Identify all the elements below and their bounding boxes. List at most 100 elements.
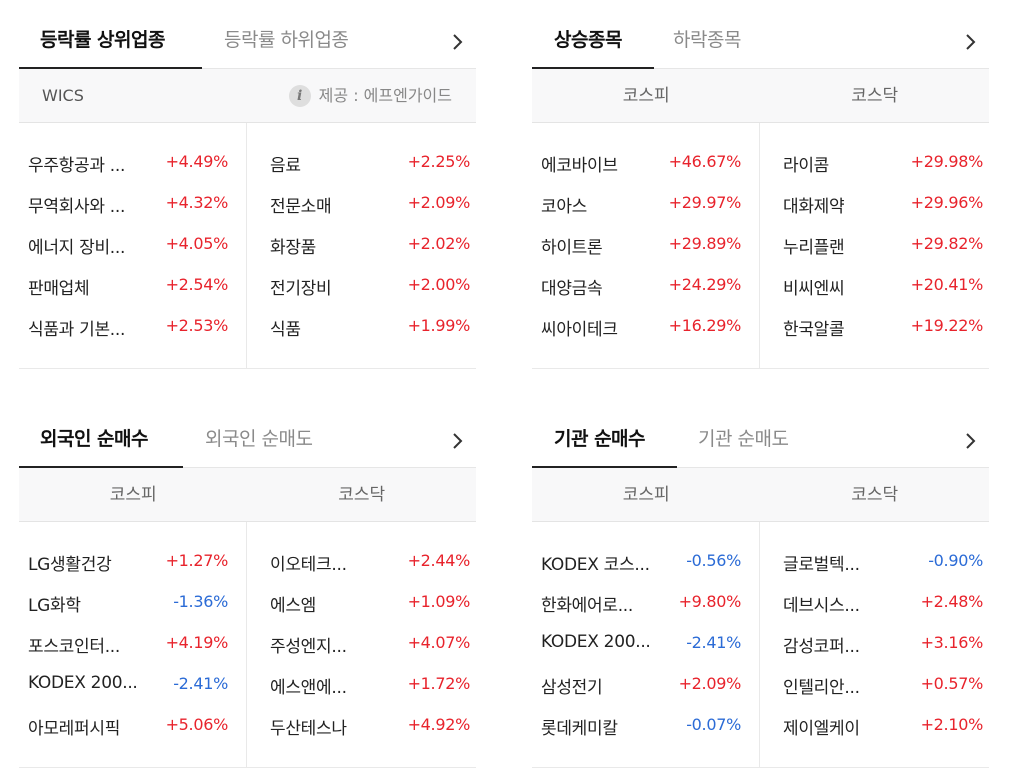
list-item[interactable]: 판매업체 +2.54% (19, 268, 247, 309)
item-change: +16.29% (668, 316, 742, 335)
list-item[interactable]: 데브시스... +2.48% (760, 585, 988, 626)
chevron-right-icon[interactable] (959, 28, 983, 56)
item-change: +29.82% (910, 234, 984, 253)
list-item[interactable]: 코아스 +29.97% (532, 186, 760, 227)
market-label-kospi[interactable]: 코스피 (109, 485, 157, 505)
list-item[interactable]: KODEX 코스... -0.56% (532, 544, 760, 585)
market-label-kosdaq[interactable]: 코스닥 (851, 485, 899, 505)
item-change: +24.29% (668, 275, 742, 294)
item-change: +1.27% (165, 551, 229, 570)
column-divider (246, 522, 247, 768)
list-item[interactable]: LG화학 -1.36% (19, 585, 247, 626)
list-item[interactable]: 제이엘케이 +2.10% (760, 708, 988, 749)
list-item[interactable]: 아모레퍼시픽 +5.06% (19, 708, 247, 749)
list-item[interactable]: 포스코인터... +4.19% (19, 626, 247, 667)
tab-falling-stocks[interactable]: 하락종목 (673, 29, 741, 51)
item-change: +19.22% (910, 316, 984, 335)
list-item[interactable]: 삼성전기 +2.09% (532, 667, 760, 708)
item-change: +29.98% (910, 152, 984, 171)
item-change: +4.19% (165, 633, 229, 652)
kosdaq-list: 이오테크... +2.44% 에스엠 +1.09% 주성엔지... +4.07% 에스… (247, 544, 475, 749)
list-item[interactable]: 롯데케미칼 -0.07% (532, 708, 760, 749)
list-item[interactable]: 감성코퍼... +3.16% (760, 626, 988, 667)
item-name: 비씨엔씨 (783, 279, 845, 299)
institution-lists: KODEX 코스... -0.56% 한화에어로... +9.80% KODEX 2… (532, 522, 989, 768)
item-change: +29.89% (668, 234, 742, 253)
item-change: +2.44% (407, 551, 471, 570)
kospi-list: KODEX 코스... -0.56% 한화에어로... +9.80% KODEX 2… (532, 544, 760, 749)
item-name: 판매업체 (28, 279, 90, 299)
tab-foreign-net-buy[interactable]: 외국인 순매수 (40, 428, 149, 450)
chevron-right-icon[interactable] (446, 427, 470, 455)
chevron-right-icon[interactable] (959, 427, 983, 455)
chevron-right-icon[interactable] (446, 28, 470, 56)
item-change: +3.16% (920, 633, 984, 652)
movers-lists: 에코바이브 +46.67% 코아스 +29.97% 하이트론 +29.89% 대양금속… (532, 123, 989, 369)
item-name: KODEX 코스... (541, 555, 650, 575)
foreign-tabs: 외국인 순매수 외국인 순매도 (19, 415, 476, 468)
item-change: +4.05% (165, 234, 229, 253)
tab-sector-top[interactable]: 등락률 상위업종 (40, 29, 165, 51)
list-item[interactable]: 대화제약 +29.96% (760, 186, 988, 227)
item-name: 두산테스나 (270, 719, 347, 739)
list-item[interactable]: 화장품 +2.02% (247, 227, 475, 268)
item-name: 전문소매 (270, 197, 332, 217)
item-change: -2.41% (173, 674, 228, 693)
kospi-list: 에코바이브 +46.67% 코아스 +29.97% 하이트론 +29.89% 대양금속… (532, 145, 760, 350)
market-label-kosdaq[interactable]: 코스닥 (851, 86, 899, 106)
data-provider: i 제공 : 에프엔가이드 (288, 69, 452, 123)
item-name: 한국알콜 (783, 320, 845, 340)
list-item[interactable]: 한화에어로... +9.80% (532, 585, 760, 626)
list-item[interactable]: 이오테크... +2.44% (247, 544, 475, 585)
list-item[interactable]: 대양금속 +24.29% (532, 268, 760, 309)
list-item[interactable]: 씨아이테크 +16.29% (532, 309, 760, 350)
item-name: 포스코인터... (28, 637, 121, 657)
list-item[interactable]: 누리플랜 +29.82% (760, 227, 988, 268)
market-label-kospi[interactable]: 코스피 (622, 485, 670, 505)
list-item[interactable]: 전문소매 +2.09% (247, 186, 475, 227)
market-label-kosdaq[interactable]: 코스닥 (338, 485, 386, 505)
list-item[interactable]: 식품 +1.99% (247, 309, 475, 350)
list-item[interactable]: 비씨엔씨 +20.41% (760, 268, 988, 309)
list-item[interactable]: 한국알콜 +19.22% (760, 309, 988, 350)
item-change: +2.09% (407, 193, 471, 212)
list-item[interactable]: 에스엠 +1.09% (247, 585, 475, 626)
item-name: 라이콤 (783, 156, 830, 176)
classification-label: WICS (42, 86, 84, 105)
foreign-trading-panel: 외국인 순매수 외국인 순매도 코스피 코스닥 LG생활건강 +1.27% LG화… (19, 415, 476, 768)
item-name: 이오테크... (270, 555, 347, 575)
item-change: +2.00% (407, 275, 471, 294)
tab-sector-bottom[interactable]: 등락률 하위업종 (224, 29, 349, 51)
list-item[interactable]: 두산테스나 +4.92% (247, 708, 475, 749)
list-item[interactable]: KODEX 200... -2.41% (19, 667, 247, 708)
item-name: KODEX 200... (541, 632, 651, 652)
item-name: 글로벌텍... (783, 555, 860, 575)
kosdaq-list: 라이콤 +29.98% 대화제약 +29.96% 누리플랜 +29.82% 비씨엔씨 +… (760, 145, 988, 350)
list-item[interactable]: LG생활건강 +1.27% (19, 544, 247, 585)
tab-foreign-net-sell[interactable]: 외국인 순매도 (205, 428, 313, 450)
tab-institution-net-buy[interactable]: 기관 순매수 (554, 428, 646, 450)
list-item[interactable]: 에너지 장비... +4.05% (19, 227, 247, 268)
item-change: -0.07% (686, 715, 741, 734)
list-item[interactable]: 무역회사와 ... +4.32% (19, 186, 247, 227)
list-item[interactable]: 에코바이브 +46.67% (532, 145, 760, 186)
market-header: 코스피 코스닥 (532, 468, 989, 522)
list-item[interactable]: 글로벌텍... -0.90% (760, 544, 988, 585)
info-icon[interactable]: i (288, 85, 311, 107)
list-item[interactable]: 음료 +2.25% (247, 145, 475, 186)
item-change: +4.32% (165, 193, 229, 212)
tab-rising-stocks[interactable]: 상승종목 (554, 29, 622, 51)
list-item[interactable]: 하이트론 +29.89% (532, 227, 760, 268)
tab-institution-net-sell[interactable]: 기관 순매도 (698, 428, 789, 450)
list-item[interactable]: 전기장비 +2.00% (247, 268, 475, 309)
list-item[interactable]: 식품과 기본... +2.53% (19, 309, 247, 350)
market-label-kospi[interactable]: 코스피 (622, 86, 670, 106)
item-change: +4.49% (165, 152, 229, 171)
list-item[interactable]: 에스앤에... +1.72% (247, 667, 475, 708)
item-name: 아모레퍼시픽 (28, 719, 121, 739)
list-item[interactable]: 우주항공과 ... +4.49% (19, 145, 247, 186)
list-item[interactable]: 인텔리안... +0.57% (760, 667, 988, 708)
list-item[interactable]: 주성엔지... +4.07% (247, 626, 475, 667)
list-item[interactable]: 라이콤 +29.98% (760, 145, 988, 186)
list-item[interactable]: KODEX 200... -2.41% (532, 626, 760, 667)
